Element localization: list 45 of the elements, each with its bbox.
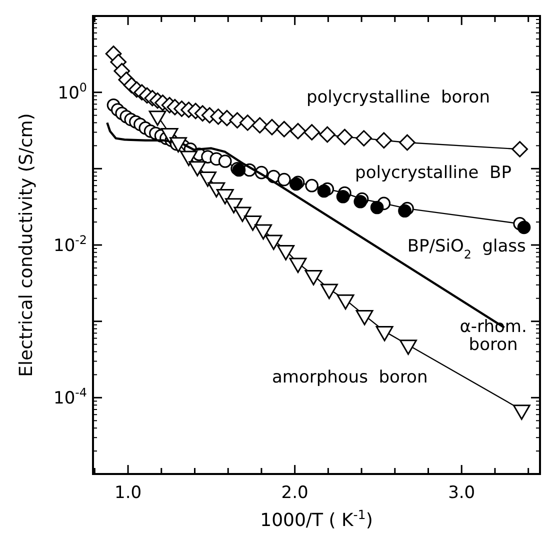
y-tick-label: 10$^{-2}$ xyxy=(54,233,87,256)
point xyxy=(252,117,268,134)
point xyxy=(276,120,292,138)
point xyxy=(354,194,368,208)
point xyxy=(304,270,322,286)
point xyxy=(305,178,318,192)
point xyxy=(398,204,412,218)
point xyxy=(290,122,306,140)
series-label: amorphous boron xyxy=(272,367,428,388)
legend-label: BP/SiO$_{2}$ glass xyxy=(407,236,526,262)
legend-label: α-rhom. boron xyxy=(460,316,527,355)
point xyxy=(320,284,338,300)
point xyxy=(239,114,256,131)
x-tick-label: 1.0 xyxy=(114,483,142,503)
x-tick-label: 3.0 xyxy=(448,483,476,503)
point xyxy=(277,172,291,186)
point xyxy=(517,220,531,234)
point xyxy=(336,128,353,146)
point xyxy=(264,118,280,136)
x-axis-title: 1000/T ( K$^{-1}$) xyxy=(260,506,373,531)
point xyxy=(376,326,394,342)
point xyxy=(304,124,320,140)
point xyxy=(319,126,336,143)
point xyxy=(356,130,372,146)
point xyxy=(399,134,416,151)
point xyxy=(218,154,232,168)
point xyxy=(264,234,282,250)
y-tick-label: 10$^{0}$ xyxy=(58,80,87,104)
series-label: polycrystalline boron xyxy=(306,88,490,108)
y-axis-title: Electrical conductivity (S/cm) xyxy=(16,113,37,377)
point xyxy=(317,184,331,198)
point xyxy=(376,132,392,149)
point xyxy=(336,190,350,204)
x-tick-label: 2.0 xyxy=(281,483,308,503)
point xyxy=(336,294,354,310)
point xyxy=(512,141,528,158)
point xyxy=(356,310,374,326)
legend-label: polycrystalline BP xyxy=(355,162,512,183)
point xyxy=(370,200,384,214)
point xyxy=(254,224,272,240)
y-tick-label: 10$^{-4}$ xyxy=(54,386,87,409)
point xyxy=(512,404,530,420)
point xyxy=(277,245,295,260)
point xyxy=(289,258,307,274)
point xyxy=(400,340,417,355)
